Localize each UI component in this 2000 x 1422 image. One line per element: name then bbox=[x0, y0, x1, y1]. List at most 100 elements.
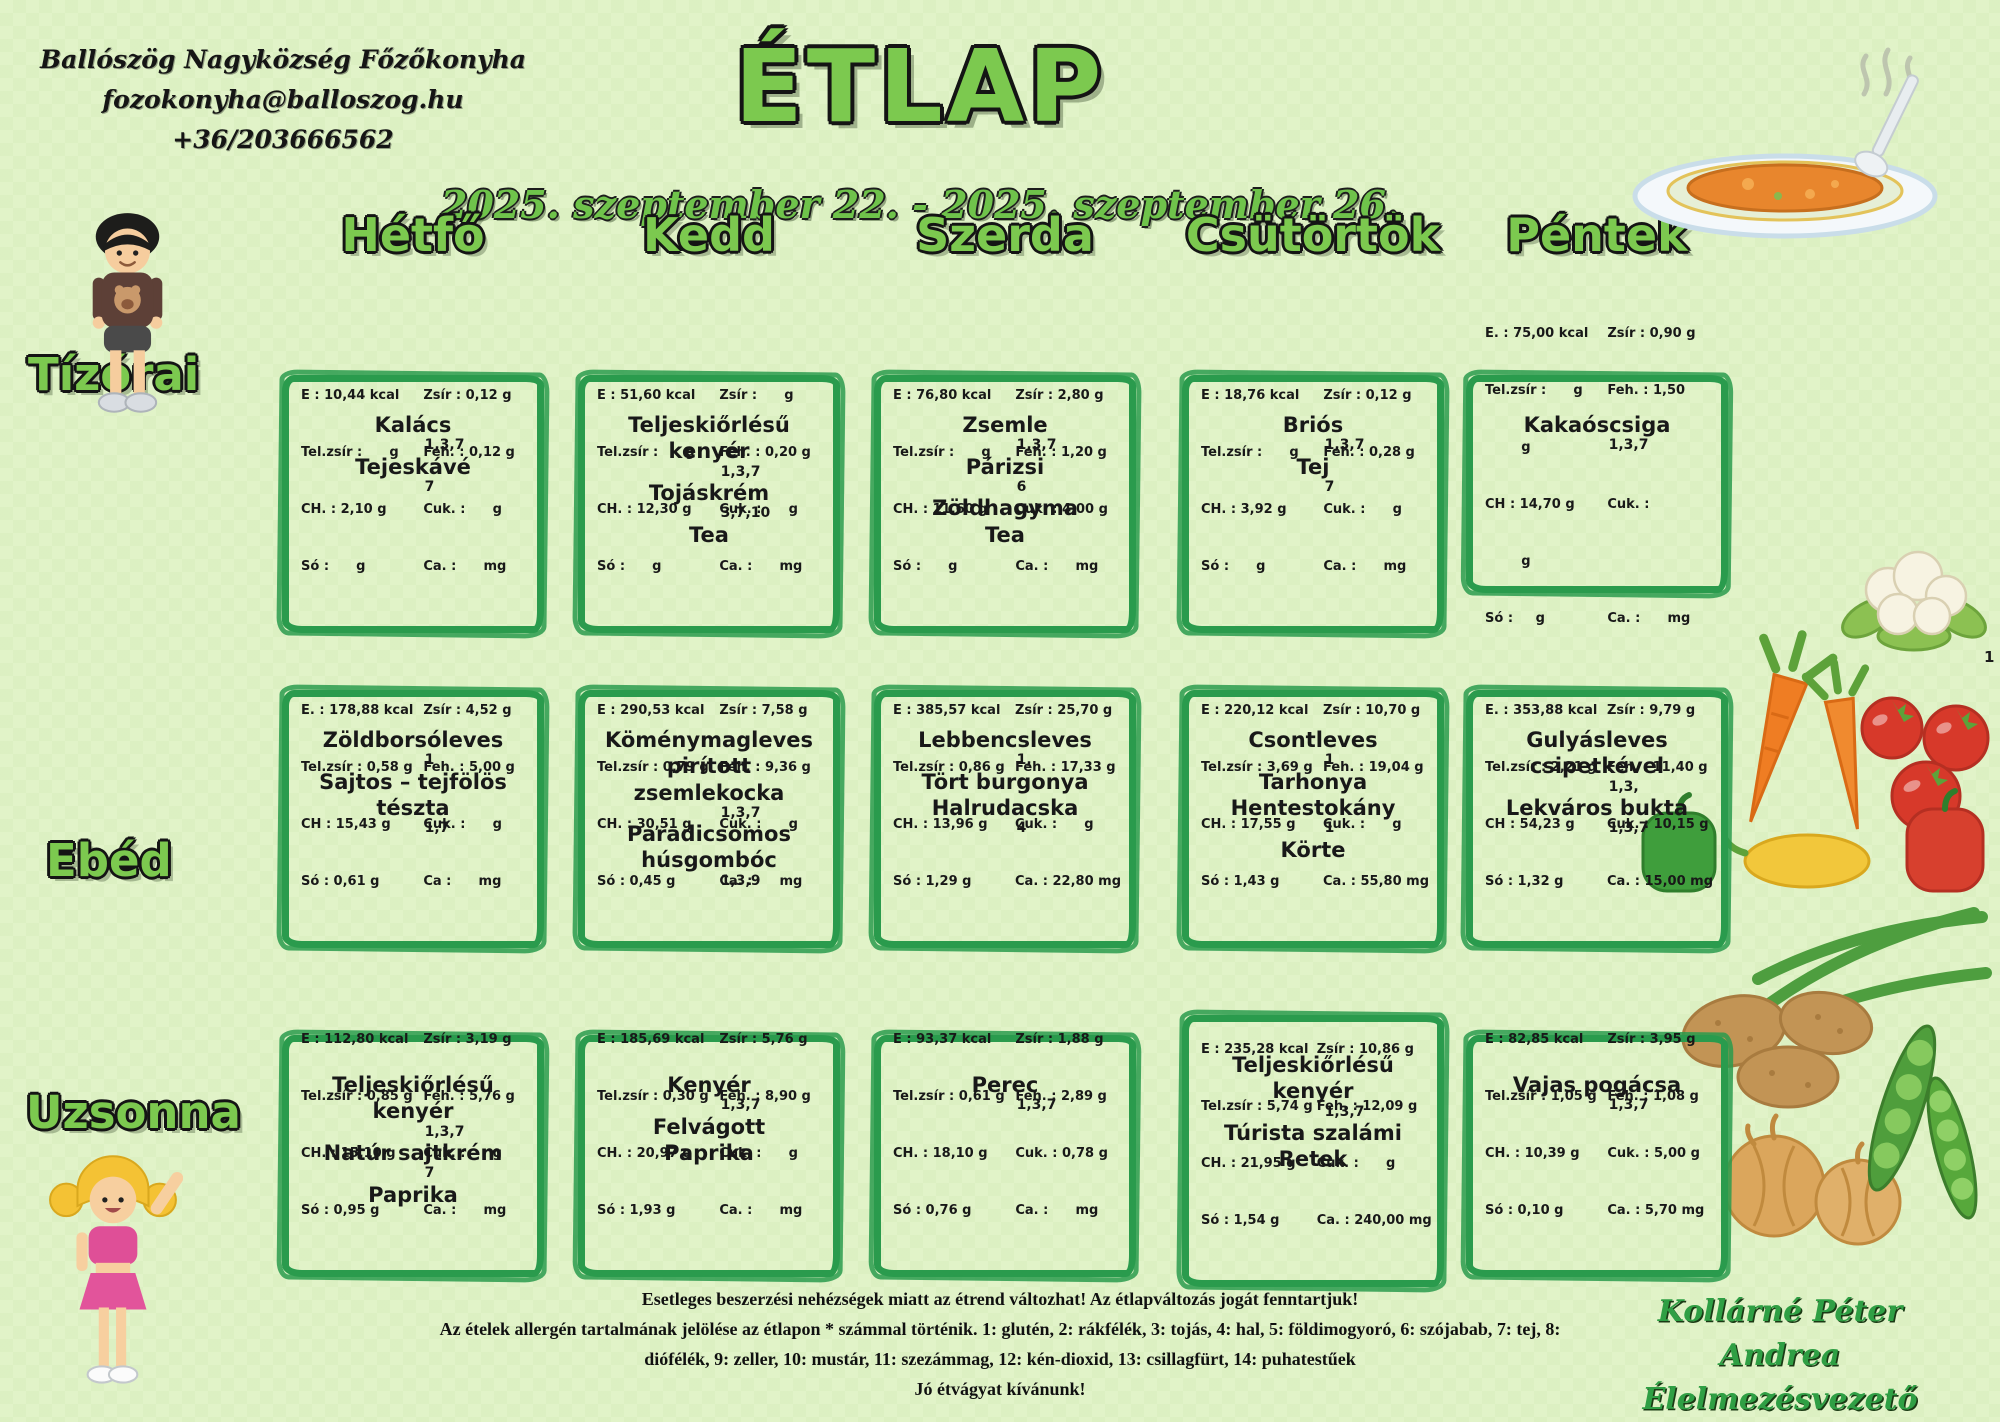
nutrition-line: Tel.zsír : 0,86 g bbox=[893, 760, 1005, 775]
nutrition-line: Feh. : 8,90 g bbox=[719, 1089, 811, 1104]
nutrition-block: E. : 75,00 kcal Tel.zsír : g g CH : 14,7… bbox=[1485, 286, 1713, 666]
allergen-superscript: 1,3,7 bbox=[424, 1123, 465, 1140]
nutrition-line: Tel.zsír : 2,21 g bbox=[1485, 760, 1597, 775]
dish-name: Tejeskávé bbox=[355, 454, 471, 479]
cauliflower-icon bbox=[1841, 550, 1987, 652]
nutrition-line: Tel.zsír : g bbox=[597, 445, 695, 460]
nutrition-line: Feh. : 5,00 g bbox=[423, 760, 515, 775]
nutrition-line: Tel.zsír : 0,61 g bbox=[893, 1089, 1005, 1104]
dish-name: Zöldhagyma bbox=[932, 496, 1078, 521]
dish-name: Felvágott bbox=[652, 1114, 766, 1139]
nutrition-line: Só : g bbox=[597, 559, 662, 574]
nutrition-line: Zsír : 9,79 g bbox=[1607, 703, 1696, 718]
nutrition-line: E. : 353,88 kcal bbox=[1485, 703, 1598, 718]
allergen-superscript: 1 bbox=[1324, 820, 1335, 837]
allergen-superscript: 1 bbox=[1324, 752, 1335, 769]
nutrition-line: g bbox=[1485, 554, 1531, 569]
nutrition-line: Zsír : 3,95 g bbox=[1607, 1032, 1696, 1047]
nutrition-line: Tel.zsír : g bbox=[1201, 445, 1299, 460]
nutrition-line: E. : 178,88 kcal bbox=[301, 703, 414, 718]
nutrition-line: CH. : 12,30 g bbox=[597, 502, 692, 517]
dish-name: Hentestokány bbox=[1230, 795, 1396, 820]
allergen-superscript: 1,7 bbox=[424, 820, 450, 837]
nutrition-line: Só : 1,54 g bbox=[1201, 1213, 1280, 1228]
allergen-superscript: 1,3,7 bbox=[720, 1097, 761, 1114]
nutrition-line: E : 93,37 kcal bbox=[893, 1032, 992, 1047]
card-tizorai-pentek: Kakaóscsiga 1,3,7 E. : 75,00 kcal Tel.zs… bbox=[1466, 326, 1728, 626]
nutrition-line: g bbox=[1485, 440, 1531, 455]
nutrition-line: Cuk. : g bbox=[719, 1146, 798, 1161]
nutrition-line: CH. : 11,60 g bbox=[893, 502, 988, 517]
dish-name: Tej bbox=[1296, 454, 1330, 479]
dish-name: Lebbencsleves bbox=[918, 728, 1092, 752]
dish-name: Tea bbox=[689, 522, 729, 547]
disclaimer-line: Jó étvágyat kívánunk! bbox=[914, 1379, 1086, 1399]
nutrition-line: Tel.zsír : g bbox=[301, 445, 399, 460]
allergen-superscript: 1,3,7 bbox=[1608, 820, 1649, 837]
nutrition-line: Só : g bbox=[301, 559, 366, 574]
nutrition-block: E : 185,69 kcal Tel.zsír : 0,30 g CH. : … bbox=[597, 992, 825, 1258]
card-ebed-csutortok: Csontleves 1 Tarhonya Hentestokány 1 Kör… bbox=[1182, 690, 1444, 948]
nutrition-block: E : 290,53 kcal Tel.zsír : 0,79 g CH. : … bbox=[597, 663, 825, 929]
nutrition-line: Zsír : 25,70 g bbox=[1015, 703, 1113, 718]
dish-name: Vajas pogácsa bbox=[1512, 1073, 1682, 1097]
disclaimer-line: Esetleges beszerzési nehézségek miatt az… bbox=[641, 1289, 1359, 1309]
nutrition-line: Ca. : 55,80 mg bbox=[1323, 874, 1429, 889]
nutrition-line: CH. : 15,10 g bbox=[301, 1146, 396, 1161]
nutrition-line: Só : 0,76 g bbox=[893, 1203, 972, 1218]
nutrition-block: E : 112,80 kcal Tel.zsír : 0,85 g CH. : … bbox=[301, 992, 529, 1258]
nutrition-line: Ca. : 15,00 mg bbox=[1607, 874, 1713, 889]
meal-label-ebed: Ebéd bbox=[46, 834, 172, 887]
day-header-kedd: Kedd bbox=[643, 208, 775, 262]
nutrition-line: Zsír : g bbox=[719, 388, 794, 403]
kitchen-name: Ballószög Nagyközség Főzőkonyha bbox=[40, 45, 526, 74]
nutrition-line: Ca. : 240,00 mg bbox=[1316, 1213, 1432, 1228]
allergen-superscript: 1,3,7 bbox=[1608, 437, 1649, 454]
nutrition-line: Cuk. : bbox=[1607, 497, 1650, 512]
nutrition-line bbox=[1607, 552, 1713, 571]
dish-name: Halrudacska bbox=[931, 795, 1079, 820]
nutrition-line: Zsír : 4,52 g bbox=[423, 703, 512, 718]
nutrition-line: E : 76,80 kcal bbox=[893, 388, 992, 403]
card-uzsonna-hetfo: Teljeskiőrlésű kenyér 1,3,7 Natúr sajtkr… bbox=[282, 1032, 544, 1277]
dish-name: Tojáskrém bbox=[648, 480, 770, 505]
nutrition-line: Tel.zsír : 0,79 g bbox=[597, 760, 709, 775]
nutrition-line: CH : 15,43 g bbox=[301, 817, 391, 832]
dish-name: Paprika bbox=[368, 1182, 458, 1207]
dish-name: Kakaóscsiga bbox=[1523, 413, 1671, 437]
dish-name: Zöldborsóleves bbox=[322, 728, 504, 752]
nutrition-line: Cuk. : g bbox=[423, 1146, 502, 1161]
nutrition-line: Ca. : mg bbox=[1323, 559, 1407, 574]
card-ebed-szerda: Lebbencsleves 1, Tört burgonya Halrudacs… bbox=[874, 690, 1136, 948]
nutrition-line: Ca. : mg bbox=[719, 874, 803, 889]
allergen-superscript: 1,3,7 bbox=[1324, 1103, 1365, 1120]
nutrition-line: Ca. : mg bbox=[719, 1203, 803, 1218]
card-uzsonna-szerda: Perec 1,3,7 E : 93,37 kcal Tel.zsír : 0,… bbox=[874, 1032, 1136, 1277]
nutrition-line: Cuk. : 5,00 g bbox=[1607, 1146, 1700, 1161]
allergen-superscript: 6 bbox=[1016, 478, 1027, 495]
nutrition-line: Ca : mg bbox=[423, 874, 502, 889]
nutrition-line: Zsír : 0,12 g bbox=[423, 388, 512, 403]
nutrition-line: Tel.zsír : 0,30 g bbox=[597, 1089, 709, 1104]
allergen-superscript: 7 bbox=[424, 1165, 435, 1182]
nutrition-block: E. : 178,88 kcal Tel.zsír : 0,58 g CH : … bbox=[301, 663, 529, 929]
nutrition-line: CH : 14,70 g bbox=[1485, 497, 1575, 512]
dish-name: Zsemle bbox=[962, 413, 1048, 437]
nutrition-line: CH. : 2,10 g bbox=[301, 502, 387, 517]
nutrition-line: Zsír : 5,76 g bbox=[719, 1032, 808, 1047]
nutrition-line: Feh. : 9,36 g bbox=[719, 760, 811, 775]
meal-label-uzsonna: Uzsonna bbox=[26, 1086, 241, 1139]
onion-icon bbox=[1722, 1113, 1902, 1246]
footer-disclaimer: Esetleges beszerzési nehézségek miatt az… bbox=[200, 1284, 1800, 1404]
card-ebed-pentek: Gulyásleves csipetkével 1,3, Lekváros bu… bbox=[1466, 690, 1728, 948]
nutrition-line: Zsír : 10,70 g bbox=[1323, 703, 1421, 718]
dish-name: Teljeskiőrlésű kenyér bbox=[628, 413, 790, 464]
nutrition-block: E : 18,76 kcal Tel.zsír : g CH. : 3,92 g… bbox=[1201, 348, 1429, 614]
nutrition-line: Cuk. : g bbox=[1316, 1156, 1396, 1171]
nutrition-line: Zsír : 0,12 g bbox=[1323, 388, 1412, 403]
nutrition-line: Ca. : mg bbox=[1015, 1203, 1099, 1218]
dish-name: Natúr sajtkrém bbox=[323, 1140, 503, 1165]
nutrition-line: Cuk. : g bbox=[423, 817, 502, 832]
boy-illustration bbox=[92, 213, 163, 413]
allergen-superscript: 7 bbox=[1324, 478, 1335, 495]
